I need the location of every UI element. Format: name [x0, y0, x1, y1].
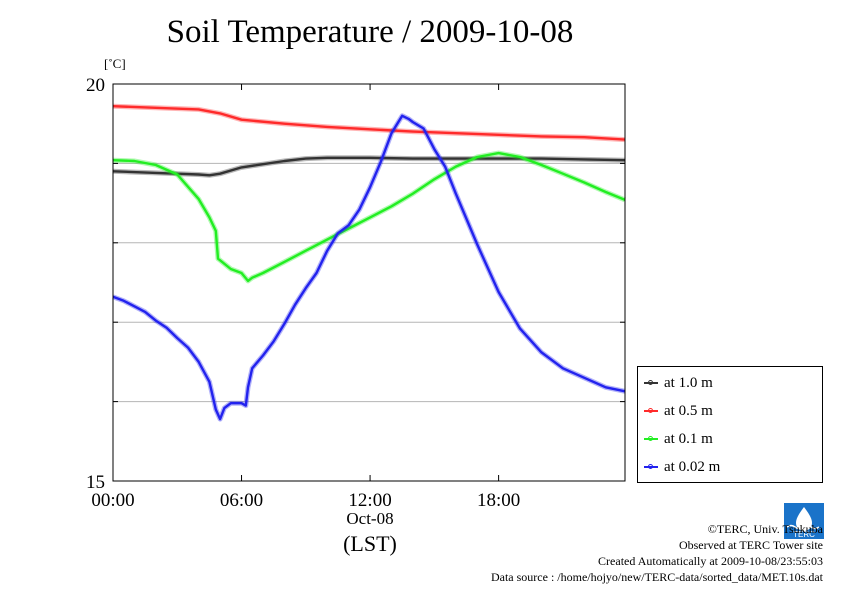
legend-item-1m: at 1.0 m [644, 373, 713, 393]
x-tick-label: 12:00 [348, 490, 391, 511]
logo-text: TERC [793, 530, 815, 539]
legend-item-002m: at 0.02 m [644, 457, 720, 477]
legend-swatch-icon [644, 408, 658, 413]
legend-item-05m: at 0.5 m [644, 401, 713, 421]
credits-block: ©TERC, Univ. Tsukuba Observed at TERC To… [491, 521, 823, 585]
legend-label: at 1.0 m [664, 374, 713, 391]
legend-label: at 0.5 m [664, 402, 713, 419]
chart-title: Soil Temperature / 2009-10-08 [166, 14, 574, 50]
series-line-2 [112, 151, 626, 283]
terc-logo-icon: TERC [784, 503, 824, 539]
axis-ticks: 15 20 00:00 06:00 12:00 18:00 [86, 75, 625, 511]
legend-label: at 0.1 m [664, 430, 713, 447]
series-halo-1 [112, 103, 626, 143]
series-halo-3 [112, 113, 626, 422]
x-tick-label: 18:00 [477, 490, 520, 511]
site-text: Observed at TERC Tower site [678, 538, 823, 552]
x-tick-label: 00:00 [91, 490, 134, 511]
series-layer [112, 103, 626, 422]
x-axis-timezone-label: (LST) [343, 531, 397, 556]
legend-label: at 0.02 m [664, 458, 721, 475]
data-source-text: Data source : /home/hojyo/new/TERC-data/… [490, 570, 823, 584]
series-line-3 [112, 114, 626, 421]
x-axis-date-label: Oct-08 [346, 509, 394, 528]
created-text: Created Automatically at 2009-10-08/23:5… [598, 554, 823, 568]
legend-swatch-icon [644, 436, 658, 441]
series-line-0 [112, 156, 626, 177]
y-axis-unit: [˚C] [104, 56, 126, 71]
legend-item-01m: at 0.1 m [644, 429, 713, 449]
legend: at 1.0 m at 0.5 m at 0.1 m at 0.02 m [637, 366, 823, 483]
copyright-text: ©TERC, Univ. Tsukuba [707, 522, 823, 536]
plot-frame [112, 83, 626, 482]
x-tick-label: 06:00 [220, 490, 263, 511]
grid-lines [113, 162, 625, 403]
y-tick-label: 20 [86, 75, 105, 96]
y-tick-label: 15 [86, 472, 105, 493]
legend-swatch-icon [644, 380, 658, 385]
legend-swatch-icon [644, 464, 658, 469]
series-line-1 [112, 105, 626, 141]
